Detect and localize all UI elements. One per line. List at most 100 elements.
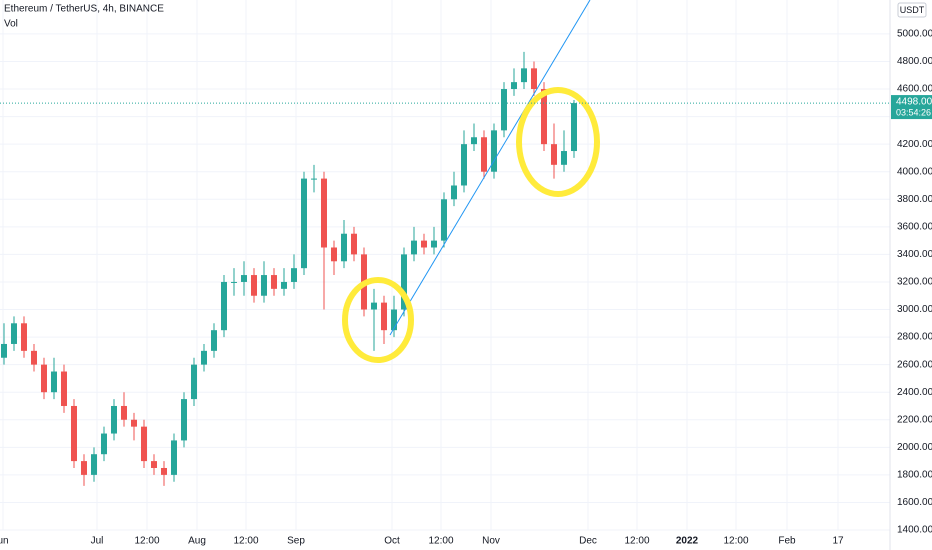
candle-body xyxy=(511,82,517,90)
candle-body xyxy=(161,467,167,475)
x-tick-label: Aug xyxy=(188,536,206,547)
candle-body xyxy=(541,89,547,145)
candle-body xyxy=(441,199,447,241)
candle-body xyxy=(221,281,227,331)
x-tick-label: 12:00 xyxy=(233,536,258,547)
candle-body xyxy=(111,405,117,434)
x-tick-label: 17 xyxy=(832,536,844,547)
grid xyxy=(0,0,890,531)
candle-body xyxy=(231,281,237,283)
axes: 1400.00 1600.00 1800.00 2000.00 2200.00 2400.… xyxy=(0,29,932,547)
indicator-label: Vol xyxy=(4,19,18,30)
candle-body xyxy=(521,68,527,83)
candle-body xyxy=(71,405,77,462)
last-price-box xyxy=(891,95,932,120)
candle-body xyxy=(271,275,277,289)
candle-body xyxy=(261,275,267,296)
x-tick-label: 12:00 xyxy=(134,536,159,547)
candle-body xyxy=(381,302,387,331)
trend-line xyxy=(389,0,591,336)
candle-body xyxy=(121,405,127,420)
candle-body xyxy=(101,433,107,455)
y-tick-label: 3800.00 xyxy=(897,194,932,205)
candle-body xyxy=(301,178,307,269)
y-tick-label: 4800.00 xyxy=(897,56,932,67)
x-tick-label: Oct xyxy=(384,536,400,547)
candle-body xyxy=(281,281,287,289)
candle-body xyxy=(41,364,47,393)
y-tick-label: 1800.00 xyxy=(897,470,932,481)
x-tick-label: Feb xyxy=(778,536,796,547)
candle-body xyxy=(181,399,187,441)
candle-body xyxy=(141,426,147,462)
y-tick-label: 3200.00 xyxy=(897,277,932,288)
candle-body xyxy=(421,240,427,248)
y-tick-label: 2000.00 xyxy=(897,442,932,453)
x-tick-label: Jul xyxy=(91,536,104,547)
x-tick-label: 12:00 xyxy=(428,536,453,547)
candle-body xyxy=(451,185,457,200)
candle-body xyxy=(461,144,467,186)
y-tick-label: 5000.00 xyxy=(897,29,932,40)
candle-body xyxy=(391,309,397,331)
y-tick-label: 3400.00 xyxy=(897,249,932,260)
y-tick-label: 1400.00 xyxy=(897,525,932,536)
candle-body xyxy=(201,350,207,365)
y-tick-label: 2800.00 xyxy=(897,332,932,343)
candle-body xyxy=(151,461,157,468)
candle-body xyxy=(341,233,347,262)
x-tick-label: 2022 xyxy=(676,536,699,547)
countdown: 03:54:26 xyxy=(896,107,931,117)
y-tick-label: 3000.00 xyxy=(897,304,932,315)
x-tick-label: 12:00 xyxy=(723,536,748,547)
candle-body xyxy=(401,254,407,310)
x-tick-label: Sep xyxy=(287,536,305,547)
y-tick-label: 2600.00 xyxy=(897,359,932,370)
candle-body xyxy=(501,89,507,131)
candle-body xyxy=(81,461,87,475)
highlight-circle xyxy=(516,87,600,197)
candle-body xyxy=(571,103,577,152)
candle-body xyxy=(251,275,257,296)
candle-body xyxy=(51,371,57,393)
candle-body xyxy=(561,151,567,165)
candle-body xyxy=(91,454,97,475)
candle-body xyxy=(211,330,217,351)
candle-body xyxy=(311,178,317,180)
y-tick-label: 4200.00 xyxy=(897,139,932,150)
candle-body xyxy=(61,371,67,406)
y-tick-label: 3600.00 xyxy=(897,221,932,232)
candle-body xyxy=(531,68,537,90)
candle-body xyxy=(351,233,357,255)
currency-label[interactable]: USDT xyxy=(900,5,925,15)
x-tick-label: 12:00 xyxy=(624,536,649,547)
candle-body xyxy=(371,302,377,310)
candle-body xyxy=(551,144,557,165)
candle-body xyxy=(321,178,327,248)
y-tick-label: 4600.00 xyxy=(897,84,932,95)
candle-body xyxy=(481,137,487,172)
candle-body xyxy=(31,350,37,365)
y-tick-label: 2200.00 xyxy=(897,414,932,425)
candle-body xyxy=(411,240,417,255)
candle-body xyxy=(331,247,337,262)
candle-body xyxy=(431,240,437,248)
x-tick-label: Dec xyxy=(579,536,597,547)
candle-body xyxy=(1,343,7,358)
candle-body xyxy=(131,419,137,427)
candle-body xyxy=(471,137,477,145)
candle-body xyxy=(291,268,297,282)
y-tick-label: 1600.00 xyxy=(897,497,932,508)
x-tick-label: Nov xyxy=(482,536,500,547)
candle-body xyxy=(11,323,17,344)
candle-body xyxy=(171,440,177,475)
last-price-label: 4498.00 xyxy=(896,97,932,108)
candle-body xyxy=(491,130,497,172)
currency-box[interactable] xyxy=(897,2,927,18)
candle-body xyxy=(191,364,197,400)
y-tick-label: 4000.00 xyxy=(897,166,932,177)
highlight-circle xyxy=(342,277,414,363)
chart-title: Ethereum / TetherUS, 4h, BINANCE xyxy=(4,4,164,15)
candle-body xyxy=(241,275,247,282)
